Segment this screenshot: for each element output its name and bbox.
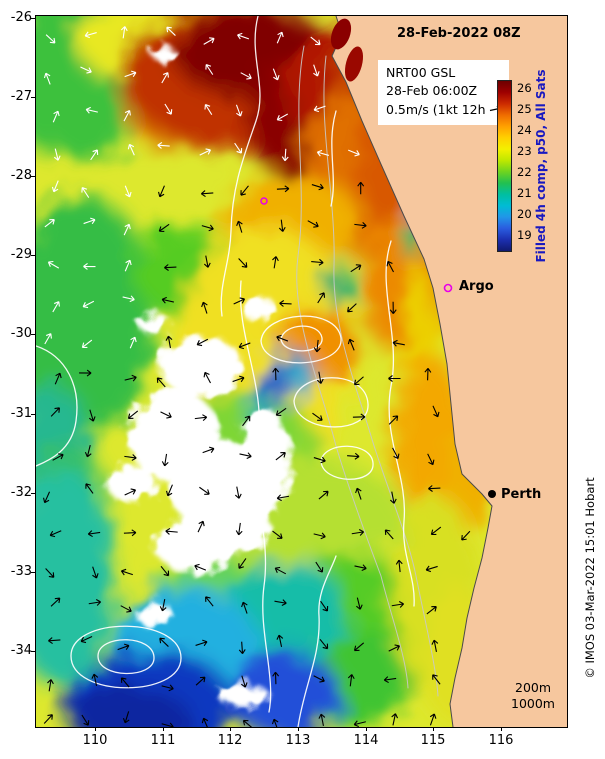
x-tick-label: 110 <box>82 733 108 748</box>
y-tick-label: -27 <box>10 89 32 104</box>
legend-product-name: NRT00 GSL <box>386 65 456 80</box>
colorbar-tick-label: 25 <box>517 102 532 116</box>
perth-city-marker <box>488 490 496 498</box>
y-tick-label: -32 <box>10 485 32 500</box>
map-timestamp: 28-Feb-2022 08Z <box>397 26 521 41</box>
x-tick-label: 111 <box>150 733 176 748</box>
shark-bay-hot-water <box>330 18 364 82</box>
legend-vector-scale: 0.5m/s (1kt 12h→ <box>386 99 503 119</box>
copyright-text: © IMOS 03-Mar-2022 15:01 Hobart <box>583 477 597 679</box>
x-tick-label: 112 <box>217 733 243 748</box>
y-tick-mark <box>31 18 35 19</box>
x-tick-label: 113 <box>285 733 311 748</box>
colorbar-gradient <box>497 80 512 252</box>
legend-vector-scale-text: 0.5m/s (1kt 12h <box>386 102 486 117</box>
x-tick-mark <box>366 727 367 731</box>
x-tick-label: 116 <box>488 733 514 748</box>
colorbar-tick-label: 23 <box>517 144 532 158</box>
colorbar-tick-label: 26 <box>517 81 532 95</box>
x-tick-mark <box>433 727 434 731</box>
argo-float-marker-2 <box>260 197 268 205</box>
colorbar-label: Filled 4h comp, p50, All Sats <box>534 69 548 263</box>
current-vector-arrows <box>43 26 471 727</box>
colorbar-tick-label: 22 <box>517 165 532 179</box>
perth-label: Perth <box>501 487 542 502</box>
y-tick-label: -26 <box>10 10 32 25</box>
x-tick-mark <box>298 727 299 731</box>
x-tick-label: 114 <box>353 733 379 748</box>
x-tick-mark <box>95 727 96 731</box>
y-tick-label: -28 <box>10 168 32 183</box>
colorbar-tick-label: 20 <box>517 207 532 221</box>
x-tick-mark <box>501 727 502 731</box>
y-tick-mark <box>31 334 35 335</box>
y-tick-mark <box>31 572 35 573</box>
y-tick-label: -30 <box>10 326 32 341</box>
y-tick-label: -33 <box>10 564 32 579</box>
y-tick-mark <box>31 97 35 98</box>
argo-float-marker <box>443 283 453 293</box>
cloud-mask-patches <box>107 46 290 707</box>
y-tick-label: -31 <box>10 406 32 421</box>
y-tick-mark <box>31 651 35 652</box>
depth-1000m-label: 1000m <box>511 696 555 711</box>
depth-200m-label: 200m <box>515 680 552 695</box>
map-plot-area <box>35 15 568 728</box>
coastline <box>331 16 493 727</box>
legend-box: NRT00 GSL 28-Feb 06:00Z 0.5m/s (1kt 12h→ <box>378 60 510 125</box>
colorbar-tick-label: 19 <box>517 228 532 242</box>
y-tick-mark <box>31 176 35 177</box>
legend-contour-time: 28-Feb 06:00Z <box>386 83 478 98</box>
bathymetry-contours <box>296 45 439 697</box>
y-tick-label: -29 <box>10 247 32 262</box>
y-tick-label: -34 <box>10 643 32 658</box>
y-tick-mark <box>31 493 35 494</box>
x-tick-mark <box>163 727 164 731</box>
colorbar-tick-label: 24 <box>517 123 532 137</box>
y-tick-mark <box>31 414 35 415</box>
x-tick-mark <box>230 727 231 731</box>
y-tick-mark <box>31 255 35 256</box>
sst-field-canvas <box>36 16 567 727</box>
x-tick-label: 115 <box>420 733 446 748</box>
argo-label: Argo <box>459 279 494 294</box>
colorbar-tick-label: 21 <box>517 186 532 200</box>
